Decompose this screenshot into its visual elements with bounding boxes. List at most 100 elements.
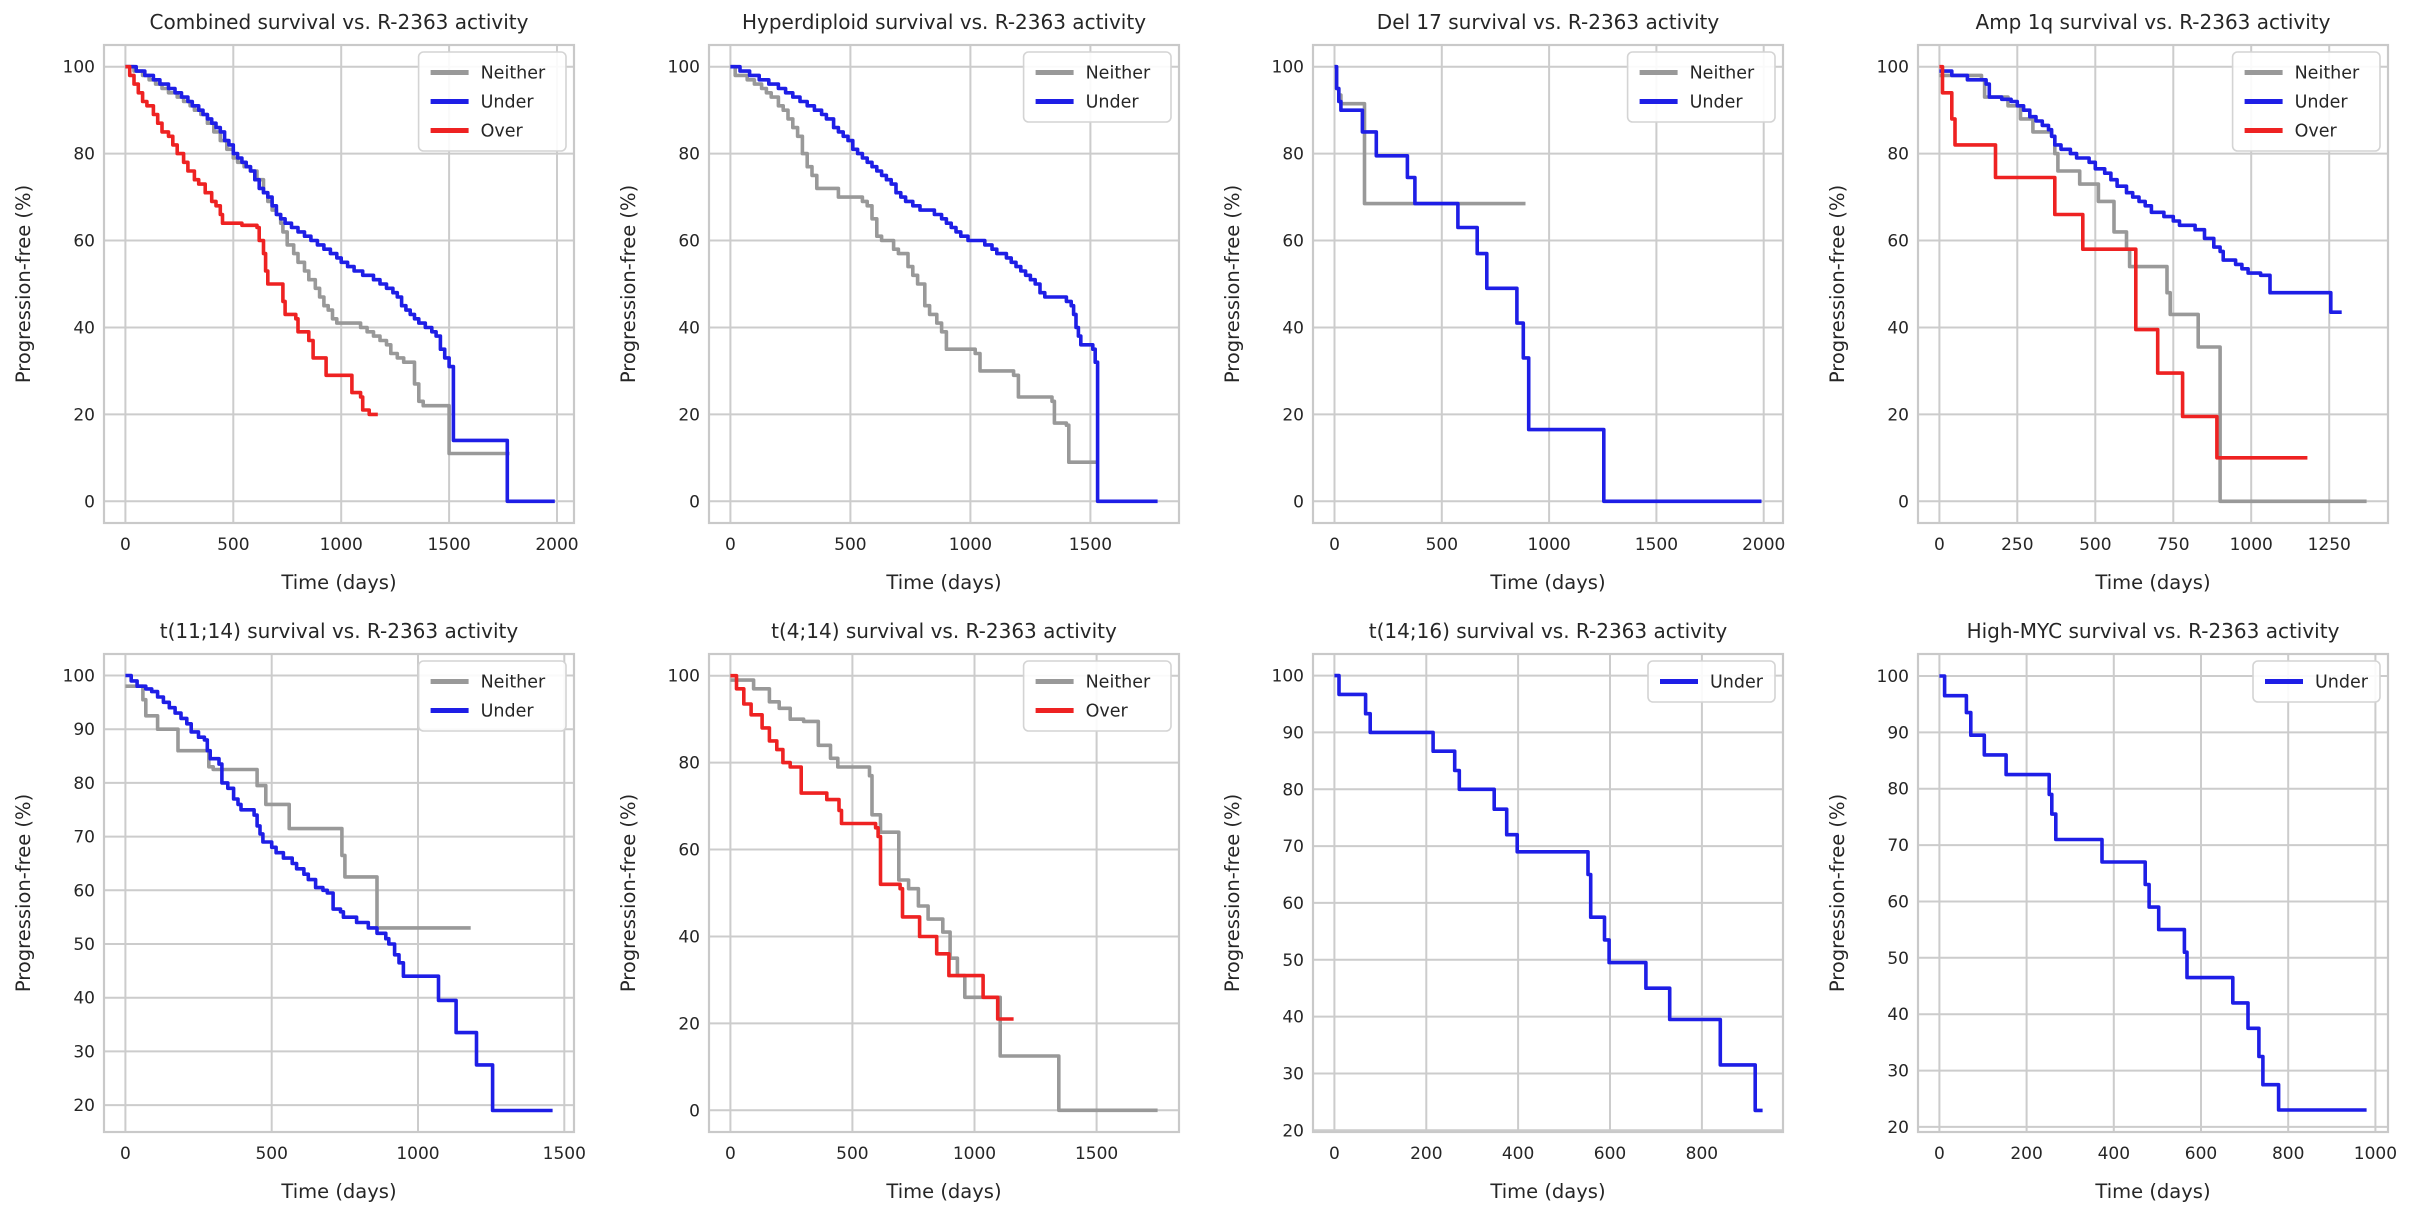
legend-box: [1647, 660, 1776, 703]
y-tick-label: 0: [1293, 492, 1304, 512]
y-tick-label: 80: [1887, 145, 1909, 165]
y-tick-label: 100: [63, 667, 95, 687]
axes-frame: [1916, 652, 2389, 1134]
legend-box: [417, 51, 567, 152]
legend-box: [417, 660, 567, 732]
subplot-high-myc: 0 200 400 600 800 1000 20 30 40 50 60 70 80 90 100 Time…: [1814, 609, 2418, 1218]
x-tick-label: 200: [1410, 1144, 1442, 1164]
series-under: [729, 64, 1158, 504]
x-tick-label: 500: [255, 1144, 287, 1164]
x-tick-label: 1000: [952, 1144, 995, 1164]
y-tick-label: 80: [1887, 780, 1909, 800]
legend-box: [1022, 51, 1172, 123]
y-tick-label: 20: [1887, 405, 1909, 425]
x-tick-label: 2000: [1742, 535, 1785, 555]
y-tick-label: 20: [73, 405, 95, 425]
y-tick-label: 80: [73, 774, 95, 794]
x-tick-label: 750: [2157, 535, 2189, 555]
subplot-t11-14: 0 500 1000 1500 20 30 40 50 60 70 80 90 100 Time (day…: [0, 609, 605, 1218]
series-under: [1334, 673, 1763, 1113]
x-tick-label: 0: [120, 535, 131, 555]
x-tick-label: 500: [836, 1144, 868, 1164]
axes-frame: [1311, 43, 1785, 525]
y-tick-label: 0: [689, 492, 700, 512]
series-under: [1938, 674, 2367, 1112]
x-tick-label: 250: [2001, 535, 2033, 555]
y-tick-label: 60: [678, 841, 700, 861]
subplot-del17: 0 500 1000 1500 2000 0 20 40 60 80 100 Time (days) P…: [1209, 0, 1814, 609]
x-tick-label: 1250: [2307, 535, 2350, 555]
y-tick-label: 40: [73, 989, 95, 1009]
x-tick-label: 1000: [948, 535, 991, 555]
x-tick-label: 500: [834, 535, 866, 555]
y-tick-label: 100: [1876, 58, 1908, 78]
x-tick-label: 200: [2010, 1144, 2042, 1164]
y-tick-label: 0: [84, 492, 95, 512]
legend: Neither Under: [417, 660, 567, 732]
x-tick-label: 1500: [1635, 535, 1678, 555]
x-tick-label: 1500: [427, 535, 470, 555]
y-tick-label: 40: [73, 319, 95, 339]
y-axis-label: Progression-free (%): [617, 185, 640, 383]
y-tick-label: 80: [1282, 780, 1304, 800]
x-tick-label: 0: [1933, 1144, 1944, 1164]
x-tick-label: 400: [2097, 1144, 2129, 1164]
chart-title: Combined survival vs. R-2363 activity: [150, 10, 529, 34]
axes-frame: [1916, 43, 2389, 525]
axes-frame: [707, 43, 1180, 525]
subplot-combined: 0 500 1000 1500 2000 0 20 40 60 80 100 Time (days) P…: [0, 0, 605, 609]
x-tick-label: 600: [2184, 1144, 2216, 1164]
x-tick-label: 1500: [543, 1144, 586, 1164]
legend-box: [2231, 51, 2381, 152]
legend: Neither Under Over: [2231, 51, 2381, 152]
y-tick-label: 20: [1282, 405, 1304, 425]
y-axis-label: Progression-free (%): [617, 794, 640, 992]
y-tick-label: 40: [1282, 319, 1304, 339]
y-tick-label: 90: [73, 720, 95, 740]
y-tick-label: 30: [1282, 1065, 1304, 1085]
x-tick-label: 400: [1502, 1144, 1534, 1164]
y-tick-label: 30: [73, 1042, 95, 1062]
legend-label: Under: [2315, 673, 2369, 693]
x-tick-label: 2000: [535, 535, 578, 555]
chart-canvas-t14-16: 0 200 400 600 800 20 30 40 50 60 70 80 90 100 Time (da…: [1221, 619, 1785, 1203]
y-tick-label: 80: [678, 145, 700, 165]
x-axis-label: Time (days): [280, 1180, 396, 1203]
y-tick-label: 60: [678, 232, 700, 252]
legend: Under: [2251, 660, 2381, 703]
y-tick-label: 70: [1282, 837, 1304, 857]
x-tick-label: 500: [217, 535, 249, 555]
y-axis-label: Progression-free (%): [1826, 185, 1849, 383]
x-tick-label: 0: [724, 1144, 735, 1164]
y-tick-label: 50: [1282, 951, 1304, 971]
chart-title: Hyperdiploid survival vs. R-2363 activit…: [741, 10, 1145, 34]
legend-label: Over: [481, 122, 524, 142]
chart-canvas-del17: 0 500 1000 1500 2000 0 20 40 60 80 100 Time (days) P…: [1221, 10, 1785, 594]
legend: Neither Under Over: [417, 51, 567, 152]
y-tick-label: 100: [1876, 667, 1908, 687]
series-neither: [1938, 73, 2367, 504]
x-tick-label: 1500: [1074, 1144, 1117, 1164]
y-axis-label: Progression-free (%): [1221, 794, 1244, 992]
legend-label: Neither: [2294, 64, 2359, 84]
x-tick-label: 800: [2271, 1144, 2303, 1164]
chart-title: Del 17 survival vs. R-2363 activity: [1377, 10, 1720, 34]
series-under: [125, 673, 553, 1113]
y-tick-label: 100: [1272, 667, 1304, 687]
legend-label: Neither: [1085, 673, 1150, 693]
legend-label: Under: [1085, 93, 1139, 113]
series-under: [125, 64, 555, 504]
y-tick-label: 20: [73, 1096, 95, 1116]
series-over: [729, 673, 1014, 1021]
series-under: [1938, 69, 2342, 314]
x-axis-label: Time (days): [1489, 1180, 1605, 1203]
y-tick-label: 100: [667, 667, 699, 687]
y-tick-label: 20: [1887, 1118, 1909, 1138]
y-tick-label: 40: [1887, 319, 1909, 339]
x-tick-label: 0: [1329, 1144, 1340, 1164]
chart-title: t(14;16) survival vs. R-2363 activity: [1369, 619, 1728, 643]
legend-label: Over: [1085, 702, 1128, 722]
x-tick-label: 1500: [1068, 535, 1111, 555]
y-tick-label: 0: [1898, 492, 1909, 512]
